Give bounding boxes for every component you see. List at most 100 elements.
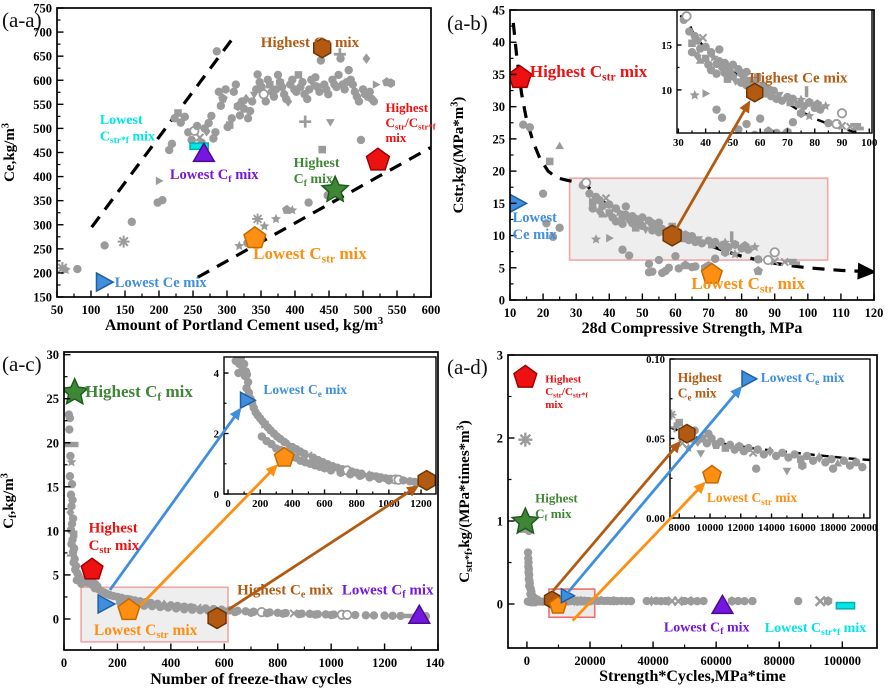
point-lowest-cstrf-mix <box>835 601 856 610</box>
x-tick-label: 250 <box>184 303 203 317</box>
inset-frame <box>676 9 873 134</box>
point-highest-ce-mix <box>207 606 227 630</box>
annotation: Highest Cstr mix <box>530 62 648 83</box>
y-tick-label: 10 <box>47 524 60 538</box>
x-tick-label: 150 <box>116 303 135 317</box>
x-axis-title: Amount of Portland Cement used, kg/m3 <box>105 315 384 334</box>
y-tick-label: 250 <box>33 242 52 256</box>
annotation-line: Lowest Cstr mix <box>253 244 367 265</box>
panel-label-a-a: (a-a) <box>2 8 42 32</box>
annotation-line: Lowest Cf mix <box>342 582 434 600</box>
x-tick-label: 400 <box>284 498 300 510</box>
x-tick-label: 70 <box>782 137 793 149</box>
x-tick-label: 50 <box>51 303 64 317</box>
y-tick-label: 450 <box>33 146 52 160</box>
x-tick-label: 300 <box>218 303 237 317</box>
annotation: Highest Ce mix <box>749 71 848 87</box>
y-tick-label: 5 <box>499 261 505 275</box>
x-tick-label: 70 <box>702 306 715 320</box>
x-tick-label: 120 <box>865 306 884 320</box>
point-lowest-ce-mix <box>97 593 117 615</box>
annotation-line: Lowest <box>100 113 143 128</box>
y-tick-label: 0 <box>499 294 505 308</box>
y-tick-label: 25 <box>493 132 506 146</box>
x-tick-label: 60 <box>755 137 766 149</box>
panel-a-d-chart: 0 20000 40000 60000 80000 100000 0 1 2 3 Strength*… <box>455 349 878 685</box>
x-tick-label: 100 <box>861 137 877 149</box>
y-tick-label: 10 <box>493 229 506 243</box>
x-tick-label: 200 <box>252 498 268 510</box>
x-tick-label: 80 <box>735 306 748 320</box>
point-highest-ce-mix <box>662 224 682 247</box>
panel-a-a-chart: 50 100 150 200 250 300 350 400 450 500 550 600 150 20… <box>0 2 440 335</box>
annotation-line: Lowest Cstr mix <box>691 274 805 295</box>
x-tick-label: 100000 <box>824 654 862 668</box>
y-tick-label: 150 <box>33 291 52 305</box>
point-lowest-ce-mix <box>95 271 115 293</box>
special-points <box>95 37 391 293</box>
annotation: Highest Cf mix <box>85 382 193 403</box>
annotation-line: Highest <box>294 156 340 171</box>
point-inset-highest-ce-mix <box>678 423 696 444</box>
y-tick-label: 10 <box>661 85 672 97</box>
annotation-line: Highest Ce mix <box>749 71 848 87</box>
annotation-line: Highest Ce mix <box>237 582 334 600</box>
x-tick-label: 10000 <box>697 522 724 534</box>
special-points <box>510 364 856 615</box>
x-axis-title: Number of freeze-thaw cycles <box>150 671 352 688</box>
point-inset-highest-ce-mix <box>417 469 436 492</box>
point-highest-ce-mix <box>312 37 332 59</box>
y-tick-label: 2 <box>497 432 503 446</box>
annotation-line: Cstr/Cstr*f <box>545 386 588 399</box>
point-inset-lowest-ce-mix <box>741 369 759 389</box>
annotation-line: Lowest Cstr mix <box>94 622 198 641</box>
y-tick-label: 30 <box>47 348 60 362</box>
x-tick-label: 10 <box>504 306 517 320</box>
annotation-line: Highest <box>89 521 138 537</box>
y-tick-label: 5 <box>53 568 59 582</box>
annotation-line: Lowest Ce mix <box>115 275 208 291</box>
point-inset-lowest-ce-mix <box>239 390 257 410</box>
point-lowest-cf-mix <box>710 593 735 615</box>
y-tick-label: 1 <box>497 515 503 529</box>
y-tick-label: 20 <box>493 165 506 179</box>
y-tick-label: 35 <box>493 68 506 82</box>
y-axis-title: Cstr*f,kg/(MPa*times*m3) <box>455 420 475 583</box>
inset-frame <box>223 356 437 495</box>
point-highest-cf-mix <box>320 174 350 203</box>
panel-label-a-c: (a-c) <box>2 352 42 376</box>
annotation-line: Highest Ce mix <box>261 35 360 51</box>
annotation-line: Highest Cf mix <box>85 382 193 403</box>
x-tick-label: 600 <box>215 656 234 670</box>
x-tick-label: 1400 <box>426 656 446 670</box>
y-tick-label: 0 <box>214 489 219 501</box>
annotation-line: mix <box>545 399 563 411</box>
plot-frame <box>507 354 878 649</box>
y-tick-label: 3 <box>497 349 503 363</box>
x-tick-label: 30 <box>673 137 684 149</box>
axis-ticks: 0 20000 40000 60000 80000 100000 0 1 2 3 <box>497 349 861 669</box>
inset: 8000 10000 12000 14000 16000 18000 20000 0.00 0.… <box>646 354 877 534</box>
plot-area <box>64 376 431 643</box>
trend-dashed-line <box>90 36 235 229</box>
axis-ticks: 30 40 50 60 70 80 90 100 10 15 <box>661 40 877 149</box>
trend-dashed-line <box>196 146 431 279</box>
point-lowest-cstr-mix <box>243 225 267 249</box>
y-tick-label: 700 <box>33 26 52 40</box>
y-tick-label: 20 <box>47 436 60 450</box>
panel-label-a-b: (a-b) <box>447 11 488 35</box>
x-tick-label: 90 <box>768 306 781 320</box>
annotation: Lowest Cstr mix <box>707 490 797 507</box>
x-axis-title: 28d Compressive Strength, MPa <box>582 320 803 337</box>
annotation-line: Highest <box>678 370 723 385</box>
axis-ticks: 50 100 150 200 250 300 350 400 450 500 550 600 150 20… <box>33 2 440 318</box>
annotation: Lowest Cf mix <box>170 167 259 185</box>
